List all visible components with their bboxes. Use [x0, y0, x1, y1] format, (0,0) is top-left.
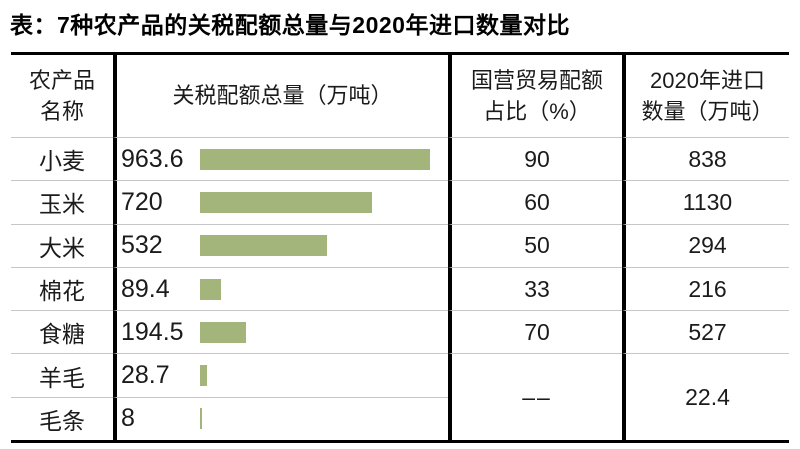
header-import-2020: 2020年进口 数量（万吨）	[622, 55, 789, 137]
header-state-trade-share: 国营贸易配额 占比（%）	[448, 55, 622, 137]
product-name-cell: 棉花	[11, 266, 113, 310]
header-product-name: 农产品 名称	[28, 67, 95, 124]
quota-value-label: 28.7	[121, 361, 170, 390]
quota-value-label: 89.4	[121, 274, 170, 303]
quota-value-label: 8	[121, 404, 135, 433]
import-qty-cell: 1130	[622, 180, 789, 224]
quota-cell: 963.6	[113, 137, 448, 181]
state-share-cell: 90	[448, 137, 622, 181]
quota-bar	[200, 191, 372, 213]
quota-cell: 28.7	[113, 353, 448, 397]
quota-cell: 89.4	[113, 266, 448, 311]
quota-bar	[200, 148, 430, 170]
import-qty-cell: 216	[622, 266, 789, 311]
quota-bar	[200, 365, 207, 387]
state-share-cell: 50	[448, 223, 622, 267]
quota-bar	[200, 408, 202, 430]
quota-bar	[200, 321, 247, 343]
quota-value-label: 532	[121, 231, 163, 260]
import-qty-cell: 838	[622, 137, 789, 181]
quota-bar	[200, 235, 327, 257]
import-qty-merged-cell: 22.4	[622, 353, 789, 441]
quota-cell: 8	[113, 396, 448, 441]
quota-value-label: 963.6	[121, 144, 184, 173]
quota-value-label: 194.5	[121, 317, 184, 346]
import-qty-cell: 527	[622, 310, 789, 354]
state-share-merged-cell: ––	[448, 353, 622, 441]
quota-cell: 720	[113, 180, 448, 224]
product-name-cell: 毛条	[11, 396, 113, 440]
product-name-cell: 食糖	[11, 310, 113, 353]
product-name-cell: 玉米	[11, 180, 113, 223]
state-share-cell: 33	[448, 266, 622, 311]
product-name-cell: 小麦	[11, 137, 113, 180]
state-share-cell: 60	[448, 180, 622, 224]
tariff-quota-table: 农产品 名称 关税配额总量（万吨） 国营贸易配额 占比（%） 2020年进口 数…	[11, 52, 789, 444]
state-share-cell: 70	[448, 310, 622, 354]
quota-cell: 532	[113, 223, 448, 267]
quota-bar	[200, 278, 222, 300]
quota-cell: 194.5	[113, 310, 448, 354]
product-name-cell: 羊毛	[11, 353, 113, 396]
product-name-cell: 大米	[11, 223, 113, 267]
table-title: 表：7种农产品的关税配额总量与2020年进口数量对比	[10, 12, 570, 38]
import-qty-cell: 294	[622, 223, 789, 267]
quota-value-label: 720	[121, 187, 163, 216]
header-tariff-quota: 关税配额总量（万吨）	[113, 55, 448, 137]
